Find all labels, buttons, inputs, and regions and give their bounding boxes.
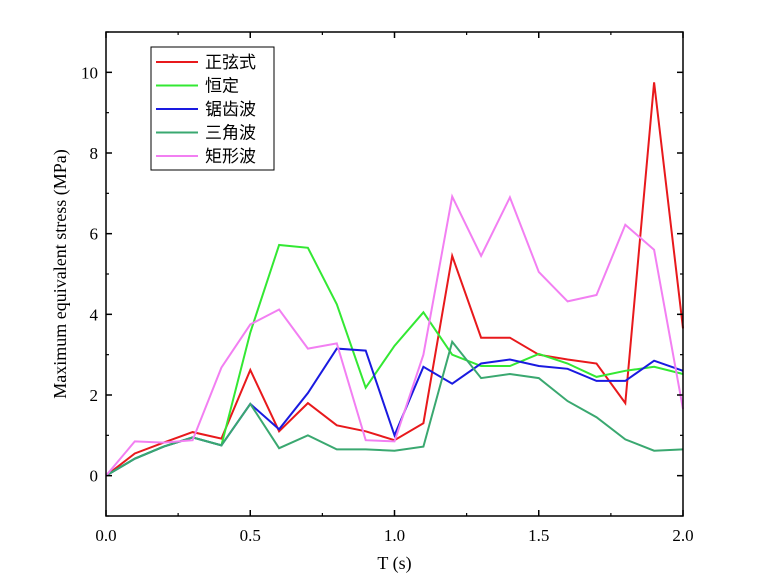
y-axis-title: Maximum equivalent stress (MPa) xyxy=(50,149,71,398)
x-tick-label: 0.5 xyxy=(240,526,261,545)
x-tick-label: 1.5 xyxy=(528,526,549,545)
legend-label: 三角波 xyxy=(205,124,256,144)
x-tick-label: 2.0 xyxy=(672,526,693,545)
legend-label: 锯齿波 xyxy=(205,100,256,120)
x-tick-label: 0.0 xyxy=(95,526,116,545)
y-tick-label: 8 xyxy=(90,144,99,163)
x-axis-title: T (s) xyxy=(377,553,411,574)
x-tick-label: 1.0 xyxy=(384,526,405,545)
y-tick-label: 4 xyxy=(90,305,99,324)
series-line-5 xyxy=(105,193,684,477)
series-layer xyxy=(105,82,684,477)
y-tick-label: 0 xyxy=(90,467,99,486)
series-line-4 xyxy=(105,339,684,477)
legend-label: 矩形波 xyxy=(205,147,256,167)
legend-label: 恒定 xyxy=(205,77,239,97)
y-tick-label: 2 xyxy=(90,386,99,405)
y-tick-label: 6 xyxy=(90,225,99,244)
axes-layer: 0.0 0.5 1.0 1.5 2.0 0 2 4 6 8 10 xyxy=(81,31,694,545)
series-line-3 xyxy=(105,347,684,477)
y-tick-label: 10 xyxy=(81,63,98,82)
legend-label: 正弦式 xyxy=(205,53,256,73)
